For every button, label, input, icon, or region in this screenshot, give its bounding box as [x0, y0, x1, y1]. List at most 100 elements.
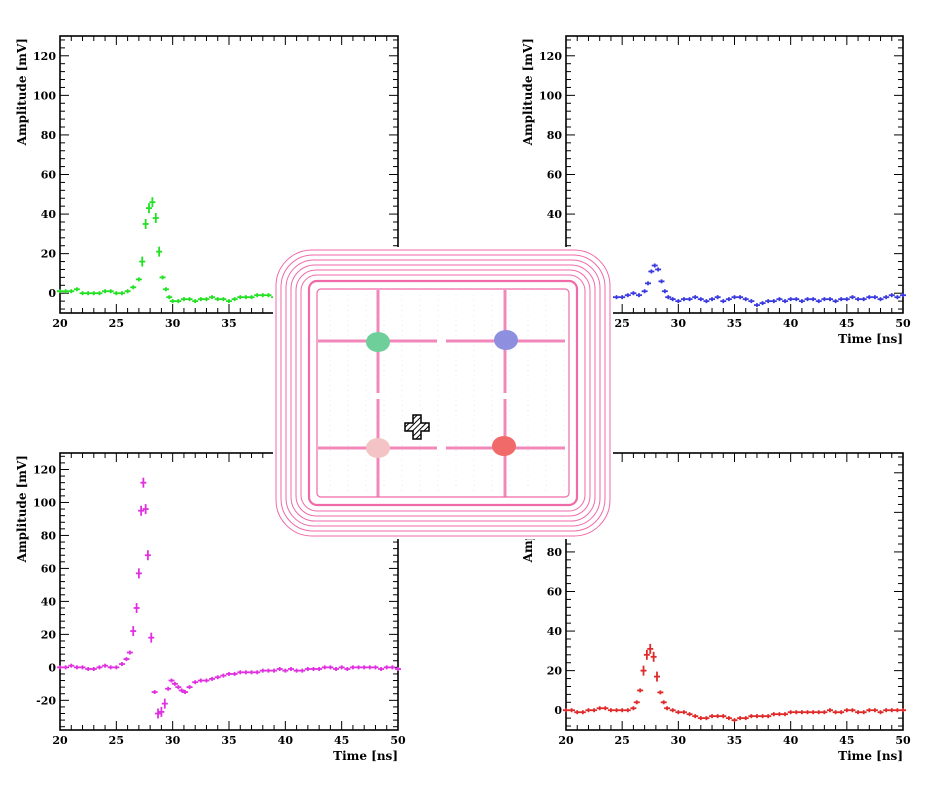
data-point: [563, 708, 569, 713]
data-point: [648, 269, 655, 274]
data-point: [265, 668, 272, 673]
data-point: [665, 295, 672, 300]
guard-ring: [275, 249, 611, 537]
y-tick-label: -20: [36, 694, 56, 707]
data-point: [169, 299, 176, 304]
data-point: [877, 710, 884, 715]
data-point: [130, 626, 137, 637]
x-axis-title: Time [ns]: [333, 749, 398, 763]
data-point: [737, 716, 744, 721]
data-point: [636, 293, 643, 298]
plot-frame: [565, 35, 904, 314]
x-tick-label: 35: [727, 317, 742, 330]
x-tick-label: 50: [895, 317, 911, 330]
data-point: [855, 710, 862, 715]
x-tick-label: 25: [615, 734, 630, 747]
data-point: [395, 666, 401, 671]
series-bottom-right: [563, 643, 906, 723]
data-point: [607, 708, 614, 713]
x-tick-label: 45: [839, 317, 854, 330]
data-point: [838, 297, 845, 302]
data-point: [821, 297, 828, 302]
data-point: [158, 706, 165, 717]
detector-diagram: [273, 247, 613, 539]
data-point: [651, 263, 658, 268]
data-point: [860, 297, 867, 302]
data-point: [585, 708, 592, 713]
data-point: [62, 665, 69, 670]
data-point: [660, 700, 667, 705]
y-tick-label: 40: [547, 208, 563, 221]
data-point: [725, 297, 732, 302]
data-point: [703, 716, 710, 721]
data-point: [759, 714, 766, 719]
data-point: [180, 297, 187, 302]
x-tick-label: 25: [109, 734, 124, 747]
x-tick-label: 35: [727, 734, 742, 747]
data-point: [142, 218, 149, 229]
data-point: [810, 710, 817, 715]
data-point: [73, 287, 80, 292]
data-point: [171, 681, 178, 686]
pad-marker: [494, 330, 518, 350]
data-point: [79, 665, 86, 670]
y-tick-label: 60: [547, 169, 563, 182]
data-point: [731, 718, 738, 723]
data-point: [142, 504, 149, 515]
data-point: [658, 279, 665, 284]
data-point: [655, 267, 662, 272]
data-point: [146, 203, 153, 214]
data-point: [804, 710, 811, 715]
data-point: [254, 670, 261, 675]
y-axis-title: Amplitude [mV]: [15, 455, 29, 563]
data-point: [703, 299, 710, 304]
data-point: [613, 295, 620, 300]
data-point: [602, 706, 609, 711]
data-point: [259, 668, 266, 673]
y-axis-title: Amplitude [mV]: [521, 38, 535, 146]
data-point: [866, 295, 873, 300]
x-tick-label: 40: [783, 734, 799, 747]
pad-border: [307, 279, 579, 507]
y-tick-label: 0: [48, 661, 56, 674]
data-point: [782, 299, 789, 304]
data-point: [753, 303, 760, 308]
y-tick-label: 60: [41, 169, 57, 182]
data-point: [304, 666, 311, 671]
x-tick-label: 35: [221, 317, 236, 330]
y-tick-label: 80: [547, 546, 563, 559]
data-point: [203, 297, 210, 302]
data-point: [680, 297, 687, 302]
data-point: [894, 295, 901, 300]
data-point: [737, 295, 744, 300]
y-tick-label: 100: [539, 89, 562, 102]
data-point: [90, 666, 97, 671]
x-tick-label: 20: [558, 734, 574, 747]
data-point: [57, 289, 63, 294]
data-point: [265, 293, 272, 298]
data-point: [203, 678, 210, 683]
data-point: [849, 295, 856, 300]
data-point: [327, 665, 334, 670]
data-point: [637, 688, 644, 693]
guard-ring: [300, 274, 586, 512]
x-axis-title: Time [ns]: [838, 332, 903, 346]
data-point: [372, 665, 379, 670]
data-point: [647, 643, 654, 654]
data-point: [619, 708, 626, 713]
data-point: [810, 297, 817, 302]
data-point: [714, 295, 721, 300]
x-tick-label: 20: [52, 734, 68, 747]
data-point: [242, 295, 249, 300]
data-point: [140, 477, 147, 488]
data-point: [826, 297, 833, 302]
data-point: [149, 197, 156, 208]
y-tick-label: 40: [41, 208, 57, 221]
x-tick-label: 30: [165, 317, 181, 330]
x-tick-label: 20: [52, 317, 68, 330]
data-point: [355, 665, 362, 670]
data-point: [742, 716, 749, 721]
data-point: [894, 708, 901, 713]
pad-marker: [366, 332, 390, 352]
data-point: [798, 299, 805, 304]
